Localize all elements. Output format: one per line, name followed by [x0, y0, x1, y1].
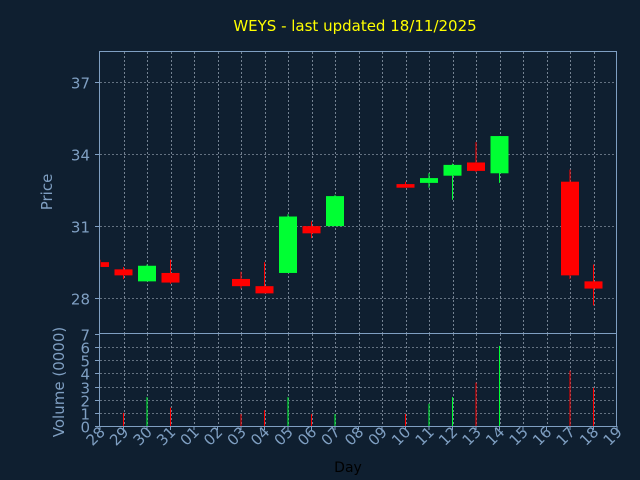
price-axis-label: Price — [38, 174, 56, 211]
candle-body — [302, 226, 321, 234]
candle-body — [161, 272, 180, 283]
candle-body — [584, 281, 603, 289]
candle-body — [396, 184, 415, 188]
volume-axis-label: Volume (0000) — [50, 327, 68, 437]
price-tick-label: 28 — [71, 291, 90, 309]
price-tick-label: 37 — [71, 75, 90, 93]
volume-tick-label: 2 — [80, 393, 90, 411]
volume-gridlines — [100, 334, 616, 426]
candle-body — [114, 269, 133, 276]
price-axis: 28 31 34 37 — [71, 75, 100, 309]
candle-body — [255, 286, 274, 294]
volume-tick-label: 4 — [80, 366, 90, 384]
volume-tick-label: 1 — [80, 406, 90, 424]
candle-body — [443, 164, 462, 176]
candle-body — [138, 265, 156, 282]
candle-body — [101, 262, 109, 267]
day-axis: 2829303101020304050607080910111213141516… — [83, 423, 626, 449]
candle-body — [420, 178, 438, 183]
candle-body — [279, 216, 297, 273]
price-tick-label: 34 — [71, 147, 90, 165]
volume-tick-label: 5 — [80, 353, 90, 371]
candle-body — [490, 136, 509, 174]
candle-body — [561, 181, 579, 276]
volume-tick-label: 7 — [80, 327, 90, 345]
candle-body — [326, 196, 344, 227]
chart-title: WEYS - last updated 18/11/2025 — [233, 17, 476, 35]
price-tick-label: 31 — [71, 219, 90, 237]
volume-tick-label: 0 — [80, 419, 90, 437]
candles — [99, 136, 603, 306]
candle-body — [232, 278, 250, 287]
volume-tick-label: 3 — [80, 380, 90, 398]
volume-tick-label: 6 — [80, 340, 90, 358]
price-gridlines — [100, 52, 616, 333]
candle-body — [467, 162, 485, 171]
day-axis-label: Day — [334, 460, 362, 476]
volume-bars — [123, 345, 594, 426]
